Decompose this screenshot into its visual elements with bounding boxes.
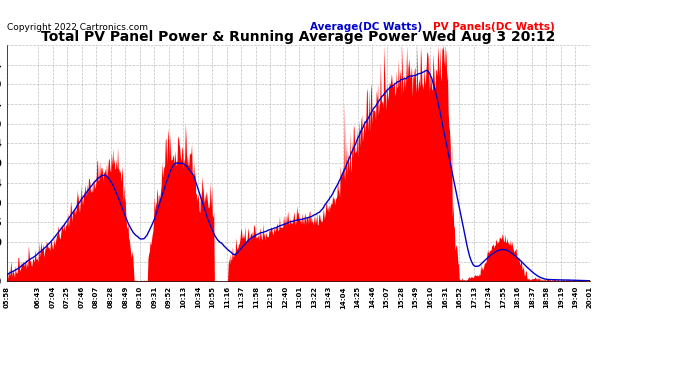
Title: Total PV Panel Power & Running Average Power Wed Aug 3 20:12: Total PV Panel Power & Running Average P…	[41, 30, 555, 44]
Text: PV Panels(DC Watts): PV Panels(DC Watts)	[433, 22, 554, 32]
Text: Average(DC Watts): Average(DC Watts)	[310, 22, 422, 32]
Text: Copyright 2022 Cartronics.com: Copyright 2022 Cartronics.com	[7, 23, 148, 32]
